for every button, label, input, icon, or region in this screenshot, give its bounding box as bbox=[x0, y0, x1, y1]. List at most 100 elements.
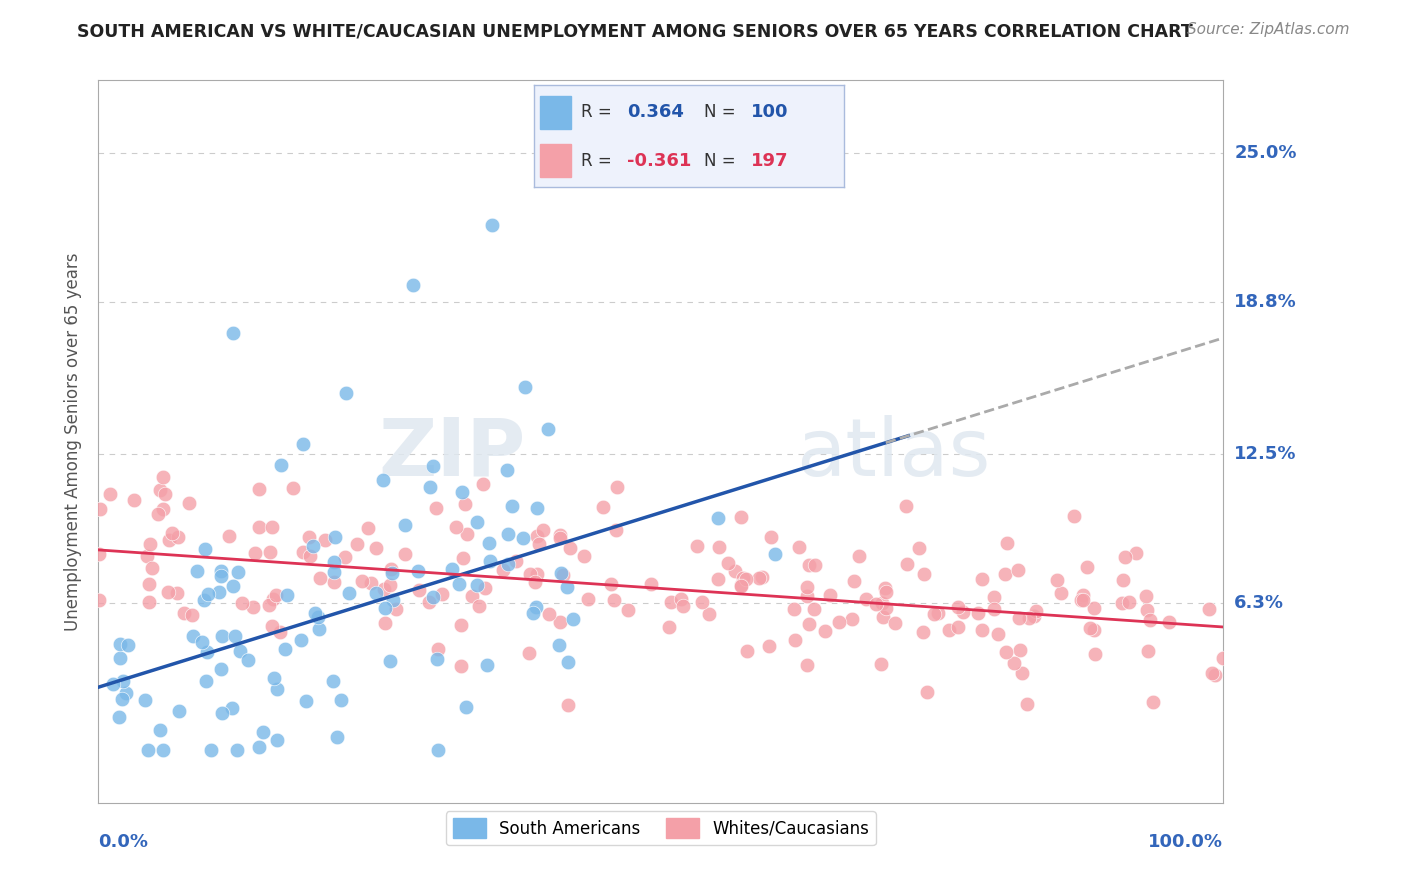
Point bbox=[364, 586, 387, 600]
Point bbox=[1212, 650, 1234, 665]
Point bbox=[322, 555, 344, 569]
Point bbox=[751, 569, 773, 583]
Point bbox=[335, 386, 357, 401]
Point bbox=[884, 615, 907, 630]
Point bbox=[1007, 563, 1029, 577]
Point bbox=[737, 644, 759, 658]
Point bbox=[418, 595, 440, 609]
Point bbox=[425, 501, 447, 516]
Point bbox=[730, 510, 752, 524]
Point bbox=[337, 586, 360, 600]
Bar bbox=[540, 145, 571, 177]
Point bbox=[465, 516, 488, 530]
Point bbox=[827, 615, 849, 629]
Point bbox=[1018, 611, 1040, 625]
Point bbox=[441, 562, 464, 576]
Point bbox=[1063, 508, 1085, 523]
Point bbox=[197, 587, 219, 601]
Text: ZIP: ZIP bbox=[378, 415, 526, 492]
Point bbox=[1114, 549, 1136, 564]
Point bbox=[247, 739, 270, 754]
Point bbox=[138, 577, 160, 591]
Point bbox=[875, 585, 897, 599]
Point bbox=[89, 547, 111, 561]
Point bbox=[98, 487, 121, 501]
Point bbox=[501, 499, 523, 513]
Point bbox=[735, 572, 758, 586]
Point bbox=[1135, 589, 1157, 603]
Point bbox=[872, 609, 894, 624]
Point bbox=[266, 732, 288, 747]
Point bbox=[498, 527, 520, 541]
Point bbox=[492, 563, 515, 577]
Point bbox=[477, 658, 499, 673]
Point bbox=[524, 600, 547, 615]
Point bbox=[1204, 667, 1226, 681]
Point bbox=[454, 497, 477, 511]
Text: N =: N = bbox=[704, 103, 741, 121]
Point bbox=[548, 615, 571, 629]
Point bbox=[169, 704, 191, 718]
Point bbox=[221, 701, 243, 715]
Point bbox=[763, 547, 786, 561]
Point bbox=[247, 519, 270, 533]
Point bbox=[149, 723, 172, 737]
Text: 12.5%: 12.5% bbox=[1234, 444, 1296, 463]
Point bbox=[686, 539, 709, 553]
Point bbox=[138, 595, 160, 609]
Point bbox=[218, 529, 240, 543]
Point bbox=[427, 743, 450, 757]
Point bbox=[136, 743, 159, 757]
Point bbox=[430, 587, 453, 601]
Point bbox=[422, 591, 444, 605]
Point bbox=[173, 606, 195, 620]
Point bbox=[180, 607, 202, 622]
Point bbox=[408, 564, 430, 578]
Point bbox=[153, 487, 176, 501]
Point bbox=[912, 567, 935, 582]
Text: R =: R = bbox=[581, 152, 617, 169]
Point bbox=[1010, 643, 1032, 657]
Point bbox=[1136, 603, 1159, 617]
Text: 0.364: 0.364 bbox=[627, 103, 683, 121]
Point bbox=[875, 601, 897, 615]
Point bbox=[911, 624, 934, 639]
Point bbox=[730, 578, 752, 592]
Point bbox=[308, 622, 330, 636]
Point bbox=[209, 662, 232, 676]
Text: 197: 197 bbox=[751, 152, 789, 169]
Point bbox=[326, 730, 349, 744]
Point bbox=[537, 607, 560, 621]
Point bbox=[260, 520, 283, 534]
Point bbox=[967, 606, 990, 620]
Point bbox=[994, 567, 1017, 582]
Point bbox=[553, 568, 575, 582]
Point bbox=[276, 589, 298, 603]
Point bbox=[1017, 697, 1039, 711]
Point bbox=[111, 673, 134, 688]
Point bbox=[758, 640, 780, 654]
Point bbox=[603, 593, 626, 607]
Point bbox=[481, 218, 503, 232]
Point bbox=[848, 549, 870, 564]
Point bbox=[134, 692, 156, 706]
Point bbox=[927, 606, 949, 620]
Text: N =: N = bbox=[704, 152, 741, 169]
Point bbox=[252, 725, 274, 739]
Point bbox=[329, 693, 352, 707]
Bar bbox=[540, 96, 571, 128]
Point bbox=[548, 531, 571, 545]
Point bbox=[160, 526, 183, 541]
Point bbox=[222, 579, 245, 593]
Text: SOUTH AMERICAN VS WHITE/CAUCASIAN UNEMPLOYMENT AMONG SENIORS OVER 65 YEARS CORRE: SOUTH AMERICAN VS WHITE/CAUCASIAN UNEMPL… bbox=[77, 22, 1194, 40]
Point bbox=[298, 530, 321, 544]
Point bbox=[194, 674, 217, 689]
Point bbox=[1071, 588, 1094, 602]
Point bbox=[101, 677, 124, 691]
Point bbox=[983, 590, 1005, 604]
Point bbox=[394, 517, 416, 532]
Point bbox=[970, 623, 993, 637]
Point bbox=[474, 582, 496, 596]
Point bbox=[226, 566, 249, 580]
Point bbox=[87, 593, 110, 607]
